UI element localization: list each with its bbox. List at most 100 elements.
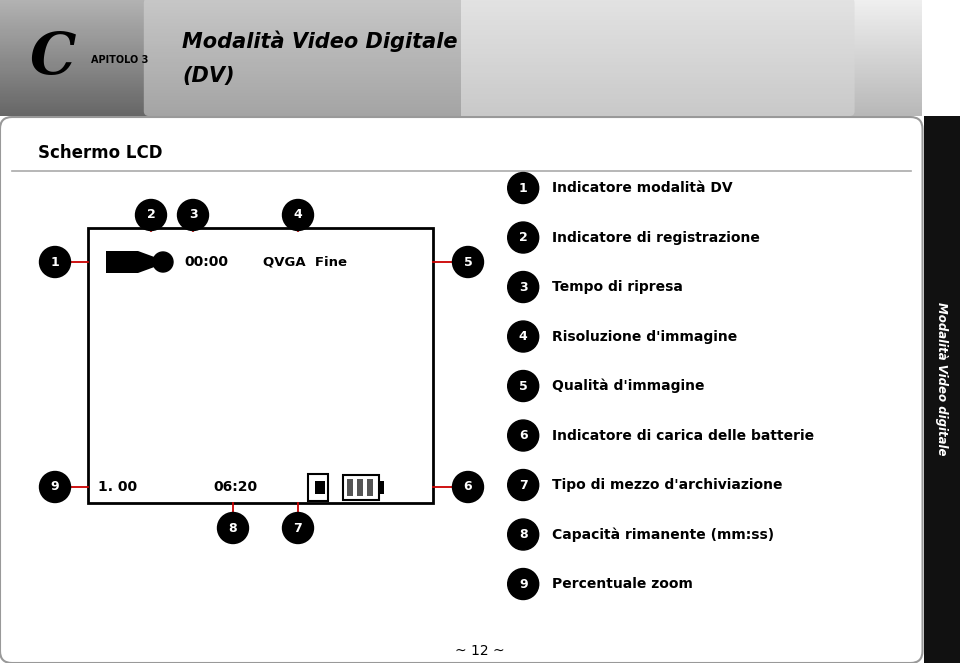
Bar [0,67,461,68]
Bar [461,110,922,111]
Bar [0,25,461,26]
Bar [461,29,922,30]
Bar [461,67,922,68]
Text: 3: 3 [519,280,527,294]
Text: ~ 12 ~: ~ 12 ~ [455,644,505,658]
Bar [0,13,461,15]
Text: Indicatore di registrazione: Indicatore di registrazione [552,231,760,245]
Bar [0,88,461,90]
Bar [461,103,922,105]
Bar [0,30,461,32]
Text: 5: 5 [464,255,472,269]
Bar [461,83,922,84]
Bar [461,90,922,91]
Bar [461,42,922,44]
Text: 06:20: 06:20 [213,480,257,494]
Bar [0,60,461,61]
Bar [461,36,922,38]
Text: 2: 2 [518,231,528,244]
Bar [0,103,461,105]
Text: Indicatore modalità DV: Indicatore modalità DV [552,181,732,195]
Bar [461,71,922,72]
Bar [0,107,461,109]
Bar [461,87,922,88]
Bar [461,99,922,100]
Bar [461,100,922,101]
Bar [379,481,384,494]
Bar [0,45,461,46]
Bar [0,77,461,78]
Bar [0,80,461,82]
Bar [0,28,461,29]
Circle shape [508,519,539,550]
Bar [461,74,922,76]
Bar [0,94,461,95]
Bar [0,54,461,55]
Text: 6: 6 [464,481,472,493]
FancyBboxPatch shape [0,117,923,663]
Bar [461,5,922,6]
Text: Indicatore di carica delle batterie: Indicatore di carica delle batterie [552,428,814,442]
Bar [0,26,461,28]
Bar [0,55,461,56]
Bar [0,21,461,22]
Bar [461,35,922,36]
Bar [461,106,922,107]
Bar [461,94,922,95]
Bar [88,228,433,503]
Bar [0,61,461,62]
Bar [461,9,922,10]
Text: 7: 7 [518,479,528,491]
Bar [461,52,922,54]
Bar [0,82,461,83]
Bar [315,481,325,494]
Bar [461,13,922,15]
Bar [461,82,922,83]
Bar [0,32,461,33]
Bar [461,23,922,25]
Bar [0,52,461,54]
Circle shape [39,247,70,278]
Bar [461,62,922,64]
Bar [461,80,922,82]
Bar [0,33,461,35]
Text: 6: 6 [519,429,527,442]
Text: 1: 1 [518,182,528,194]
Bar [357,479,363,496]
Bar [0,93,461,94]
Bar [0,39,461,40]
Bar [461,44,922,45]
Bar [0,91,461,93]
Bar [461,60,922,61]
Bar [0,101,461,103]
FancyBboxPatch shape [144,0,854,116]
Text: Qualità d'immagine: Qualità d'immagine [552,379,705,393]
Bar [0,3,461,5]
Circle shape [508,222,539,253]
Bar [0,16,461,17]
Bar [461,6,922,7]
Circle shape [282,200,314,231]
Text: APITOLO 3: APITOLO 3 [91,55,149,65]
Bar [461,1,922,3]
Bar [461,88,922,90]
Text: Percentuale zoom: Percentuale zoom [552,577,693,591]
Text: Schermo LCD: Schermo LCD [38,144,162,162]
Circle shape [39,471,70,503]
Circle shape [508,321,539,352]
Bar [347,479,353,496]
Bar [0,40,461,42]
Bar [0,51,461,52]
Bar [0,36,461,38]
Bar [0,111,461,113]
Bar [461,17,922,19]
Text: 00:00: 00:00 [184,255,228,269]
Bar [461,111,922,113]
Bar [0,9,461,10]
Bar [0,76,461,77]
Circle shape [452,247,484,278]
Bar [0,97,461,99]
Bar [0,95,461,97]
Circle shape [508,420,539,451]
Bar [461,115,922,116]
